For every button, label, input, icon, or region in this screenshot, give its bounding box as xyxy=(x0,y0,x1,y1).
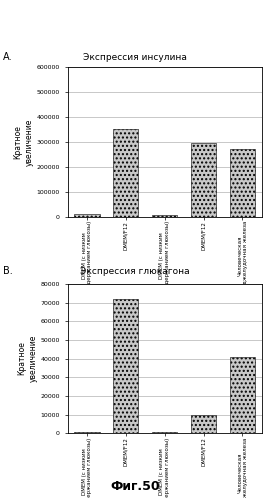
Text: А.: А. xyxy=(3,52,12,62)
Text: Экспрессия инсулина: Экспрессия инсулина xyxy=(83,53,187,62)
Y-axis label: Кратное
увеличение: Кратное увеличение xyxy=(14,118,34,166)
Bar xyxy=(74,214,100,217)
Bar xyxy=(113,129,139,217)
Bar xyxy=(191,414,216,433)
Y-axis label: Кратное
увеличение: Кратное увеличение xyxy=(18,335,38,382)
Text: Экспрессия глюкагона: Экспрессия глюкагона xyxy=(80,267,190,276)
Text: Фиг.50: Фиг.50 xyxy=(110,480,160,493)
Bar xyxy=(230,357,255,433)
Bar xyxy=(74,432,100,433)
Text: В.: В. xyxy=(3,266,12,276)
Bar xyxy=(230,149,255,217)
Bar xyxy=(152,215,177,217)
Bar xyxy=(113,299,139,433)
Bar xyxy=(152,432,177,433)
Bar xyxy=(191,143,216,217)
